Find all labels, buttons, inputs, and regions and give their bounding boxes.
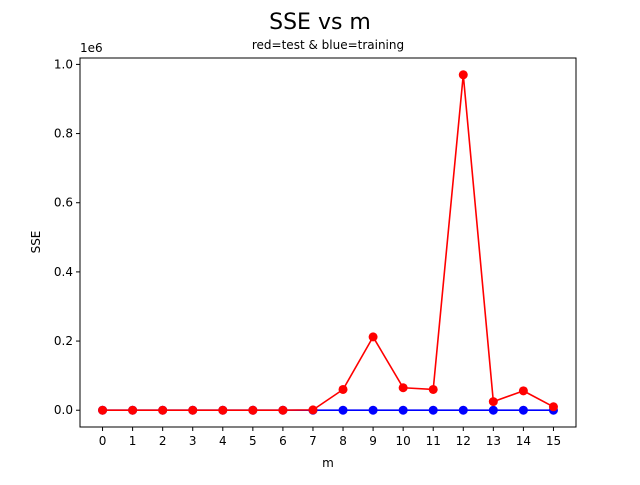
training-point [338,405,348,415]
training-point [458,405,468,415]
y-offset-label: 1e6 [80,41,103,55]
training-point [488,405,498,415]
test-point [548,402,558,412]
test-point [158,405,168,415]
x-tick-label: 1 [129,434,137,448]
x-tick-label: 12 [456,434,471,448]
y-tick-label: 0.2 [54,334,73,348]
chart-subtitle: red=test & blue=training [252,38,404,52]
x-tick-label: 13 [486,434,501,448]
x-tick-label: 0 [99,434,107,448]
training-point [398,405,408,415]
x-tick-label: 15 [546,434,561,448]
y-tick-label: 0.4 [54,265,73,279]
training-point [518,405,528,415]
test-point [278,405,288,415]
x-tick-label: 11 [426,434,441,448]
test-point [428,384,438,394]
y-tick-label: 0.6 [54,196,73,210]
test-point [218,405,228,415]
plot-area: 0 1 2 3 4 5 6 7 8 9 10 11 12 13 14 150.00.20.40.60.81.0 [54,57,577,448]
test-series-line [102,73,554,412]
x-tick-label: 8 [339,434,347,448]
test-point [338,384,348,394]
test-point [98,405,108,415]
test-point [488,397,498,407]
test-point [518,386,528,396]
test-point [248,405,258,415]
test-point [458,70,468,80]
test-point [308,405,318,415]
y-tick-label: 0.8 [54,127,73,141]
training-point [428,405,438,415]
x-tick-label: 10 [396,434,411,448]
x-tick-label: 6 [279,434,287,448]
y-tick-label: 1.0 [54,57,73,71]
x-tick-label: 14 [516,434,531,448]
chart-title: SSE vs m [269,10,371,35]
x-tick-label: 5 [249,434,257,448]
x-tick-label: 9 [369,434,377,448]
test-point [398,383,408,393]
x-tick-label: 2 [159,434,167,448]
y-tick-label: 0.0 [54,403,73,417]
x-axis-label: m [322,456,334,470]
plot-frame [79,57,577,428]
x-tick-label: 7 [309,434,317,448]
y-axis-label: SSE [29,231,43,254]
x-tick-label: 4 [219,434,227,448]
test-point [128,405,138,415]
training-point [368,405,378,415]
test-point [188,405,198,415]
x-tick-label: 3 [189,434,197,448]
test-point [368,332,378,342]
